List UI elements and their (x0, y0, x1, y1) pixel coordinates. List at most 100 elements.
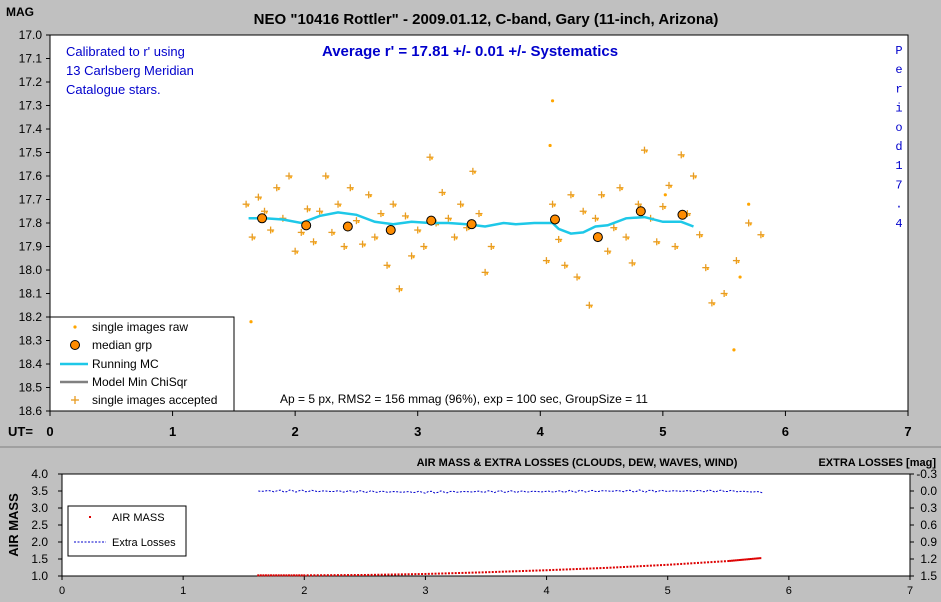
raw-point (259, 197, 262, 200)
accepted-point (346, 184, 354, 192)
legend-raw-label: single images raw (92, 320, 188, 334)
stats-note: Ap = 5 px, RMS2 = 156 mmag (96%), exp = … (280, 392, 648, 406)
raw-point (550, 99, 555, 103)
period-annotation-char: r (895, 82, 902, 96)
raw-point (400, 289, 403, 292)
raw-point (590, 305, 593, 308)
airmass-y-tick-label: 1.5 (31, 552, 48, 566)
airmass-point (596, 567, 599, 570)
raw-point (332, 232, 335, 235)
airmass-point (282, 574, 285, 577)
raw-point (247, 204, 250, 207)
extra-losses-y-tick-label: 0.9 (920, 535, 937, 549)
raw-point (706, 268, 709, 271)
median-point (301, 220, 312, 231)
raw-point (357, 221, 360, 224)
airmass-point (759, 557, 762, 560)
raw-point (277, 188, 280, 191)
airmass-point (522, 570, 525, 573)
airmass-point (336, 574, 339, 577)
raw-point (326, 176, 329, 179)
period-annotation-char: 1 (895, 159, 902, 173)
extra-losses-y-ticks: -0.3 0.0 0.3 0.6 0.9 1.2 1.5 (910, 467, 937, 583)
main-y-tick-label: 17.2 (19, 75, 43, 89)
legend-median-marker (70, 340, 80, 350)
main-y-tick-label: 17.7 (19, 193, 43, 207)
airmass-point (592, 567, 595, 570)
airmass-y-ticks: 1.0 1.5 2.0 2.5 3.0 3.5 4.0 (31, 467, 62, 583)
accepted-point (481, 268, 489, 276)
raw-point (639, 204, 642, 207)
raw-point (351, 188, 354, 191)
raw-point (486, 272, 489, 275)
airmass-point (400, 573, 403, 576)
raw-point (694, 176, 697, 179)
raw-point (375, 237, 378, 240)
airmass-y-tick-label: 3.0 (31, 501, 48, 515)
legend-median-label: median grp (92, 338, 152, 352)
main-y-tick-label: 18.0 (19, 263, 43, 277)
raw-point (548, 143, 552, 148)
airmass-point (310, 574, 313, 577)
calibration-note-line-2: 13 Carlsberg Meridian (66, 63, 194, 78)
airmass-point (285, 574, 288, 577)
airmass-point (731, 559, 734, 562)
airmass-y-tick-label: 1.0 (31, 569, 48, 583)
accepted-point (549, 200, 557, 208)
accepted-point (438, 188, 446, 196)
airmass-point (454, 572, 457, 575)
airmass-point (350, 574, 353, 577)
accepted-point (720, 290, 728, 297)
airmass-point (518, 570, 521, 573)
raw-point (369, 195, 372, 198)
average-magnitude-note: Average r' = 17.81 +/- 0.01 +/- Systemat… (322, 43, 618, 60)
airmass-point (501, 570, 504, 573)
extra-losses-y-tick-label: 0.3 (920, 501, 937, 515)
main-x-axis-label: UT= (8, 424, 33, 439)
main-y-tick-label: 17.5 (19, 146, 43, 160)
airmass-point (727, 560, 730, 563)
raw-point (682, 155, 685, 158)
raw-point (473, 171, 476, 174)
period-annotation-char: i (895, 102, 902, 116)
airmass-point (639, 565, 642, 568)
raw-point (265, 211, 268, 214)
airmass-point (333, 574, 336, 577)
raw-point (614, 228, 617, 231)
legend-airmass-marker (89, 516, 91, 518)
airmass-point (633, 565, 636, 568)
airmass-point (295, 574, 298, 577)
airmass-point (387, 573, 390, 576)
accepted-point (702, 264, 710, 272)
airmass-point (746, 558, 749, 561)
main-x-tick-label: 3 (414, 424, 421, 439)
raw-point (253, 237, 256, 240)
accepted-point (457, 200, 465, 208)
airmass-point (659, 564, 662, 567)
airmass-point (649, 564, 652, 567)
raw-point (571, 195, 574, 198)
airmass-point (287, 574, 290, 577)
airmass-point (602, 566, 605, 569)
airmass-x-tick-label: 0 (59, 585, 65, 597)
accepted-point (334, 200, 342, 208)
accepted-point (622, 233, 630, 241)
accepted-point (401, 212, 409, 220)
airmass-point (303, 574, 306, 577)
airmass-point (427, 572, 430, 575)
accepted-point (383, 261, 391, 269)
airmass-point (693, 562, 696, 565)
airmass-point (373, 573, 376, 576)
accepted-point (395, 285, 403, 293)
airmass-point (710, 561, 713, 564)
airmass-point (582, 567, 585, 570)
airmass-point (370, 573, 373, 576)
airmass-point (619, 566, 622, 569)
raw-point (461, 204, 464, 207)
airmass-point (528, 569, 531, 572)
period-annotation-char: 4 (895, 217, 902, 231)
airmass-point (552, 568, 555, 571)
airmass-point (548, 569, 551, 572)
airmass-point (343, 574, 346, 577)
accepted-point (426, 153, 434, 161)
